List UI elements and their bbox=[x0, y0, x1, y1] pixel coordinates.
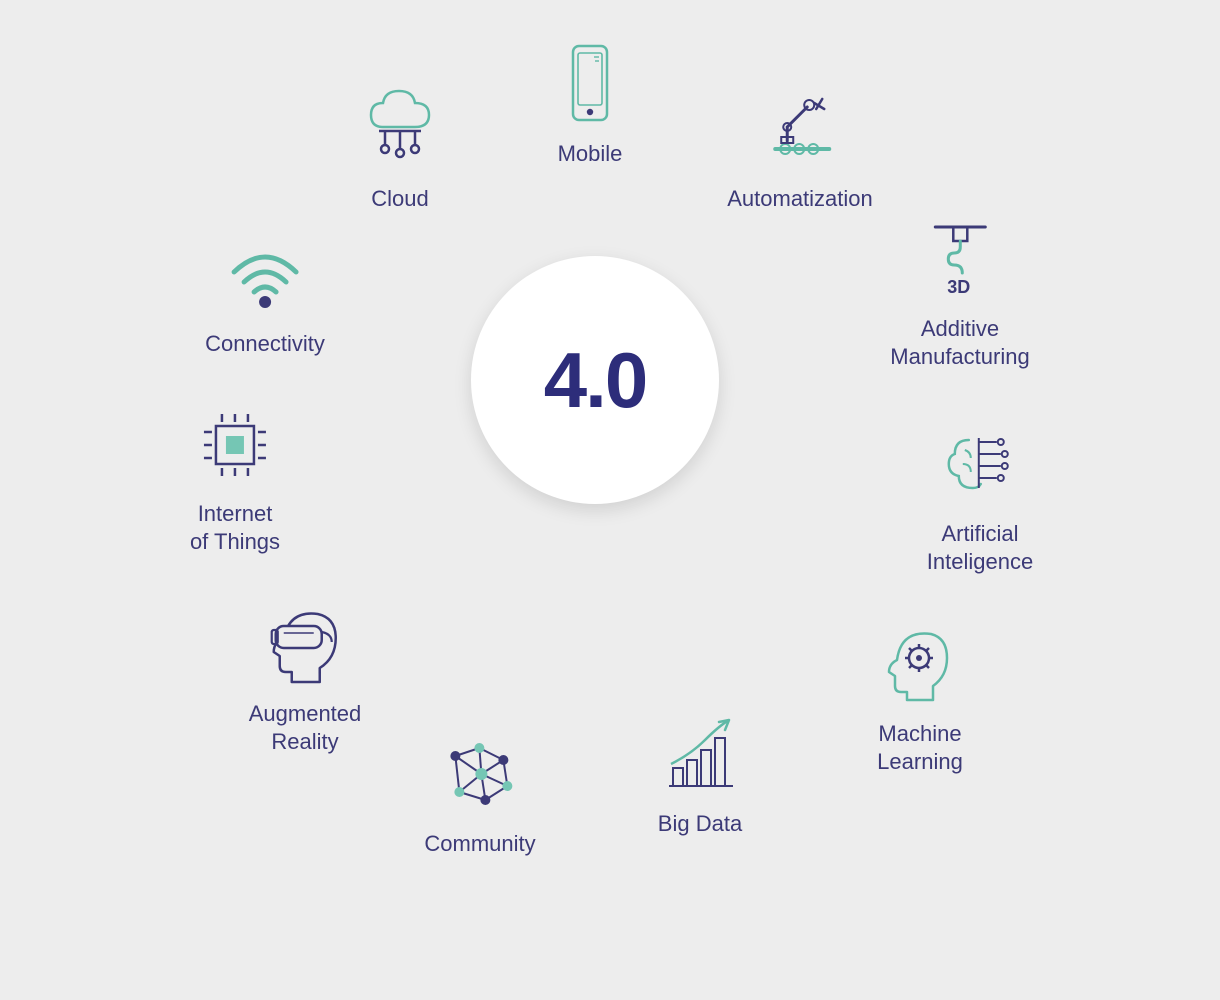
node-connectivity: Connectivity bbox=[205, 230, 325, 358]
robot-arm-icon bbox=[755, 85, 845, 175]
chart-growth-icon bbox=[655, 710, 745, 800]
node-label-iot: Internet of Things bbox=[190, 500, 280, 555]
mobile-icon bbox=[545, 40, 635, 130]
node-ai: Artificial Inteligence bbox=[927, 420, 1033, 575]
node-automatization: Automatization bbox=[727, 85, 873, 213]
node-label-additive: Additive Manufacturing bbox=[890, 315, 1029, 370]
center-circle: 4.0 bbox=[471, 256, 719, 504]
node-label-automatization: Automatization bbox=[727, 185, 873, 213]
node-label-ar: Augmented Reality bbox=[249, 700, 362, 755]
head-gear-icon bbox=[875, 620, 965, 710]
node-label-ai: Artificial Inteligence bbox=[927, 520, 1033, 575]
center-label: 4.0 bbox=[544, 335, 646, 426]
node-cloud: Cloud bbox=[355, 85, 445, 213]
industry-4-diagram: 4.0 Mobile Automatization Additive Manufac… bbox=[0, 0, 1220, 1000]
node-ar: Augmented Reality bbox=[249, 600, 362, 755]
node-label-bigdata: Big Data bbox=[658, 810, 742, 838]
printer-3d-icon bbox=[915, 215, 1005, 305]
node-iot: Internet of Things bbox=[190, 400, 280, 555]
wifi-icon bbox=[220, 230, 310, 320]
node-bigdata: Big Data bbox=[655, 710, 745, 838]
cloud-network-icon bbox=[355, 85, 445, 175]
network-nodes-icon bbox=[435, 730, 525, 820]
node-community: Community bbox=[424, 730, 535, 858]
node-additive: Additive Manufacturing bbox=[890, 215, 1029, 370]
vr-head-icon bbox=[260, 600, 350, 690]
node-label-cloud: Cloud bbox=[371, 185, 428, 213]
chip-icon bbox=[190, 400, 280, 490]
brain-circuit-icon bbox=[935, 420, 1025, 510]
node-label-mobile: Mobile bbox=[558, 140, 623, 168]
node-label-ml: Machine Learning bbox=[877, 720, 963, 775]
node-label-community: Community bbox=[424, 830, 535, 858]
node-label-connectivity: Connectivity bbox=[205, 330, 325, 358]
node-mobile: Mobile bbox=[545, 40, 635, 168]
node-ml: Machine Learning bbox=[875, 620, 965, 775]
